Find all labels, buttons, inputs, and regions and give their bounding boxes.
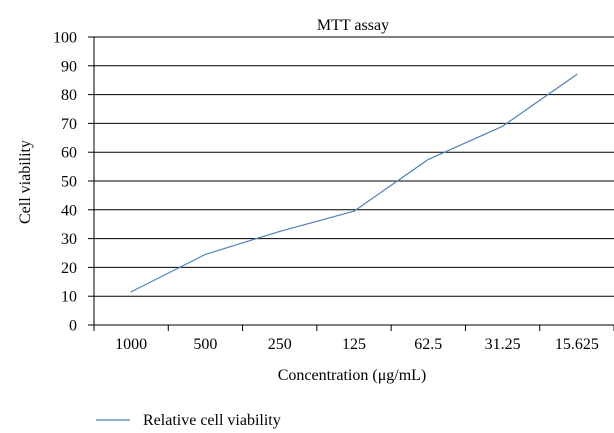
legend-label: Relative cell viability (143, 412, 281, 429)
y-tick-label: 50 (61, 174, 77, 191)
data-point (204, 253, 207, 256)
y-tick-label: 90 (61, 58, 77, 75)
data-point (427, 158, 429, 160)
axes (93, 37, 614, 326)
data-point (353, 210, 355, 212)
y-tick-label: 70 (61, 116, 77, 133)
x-tick-label: 500 (193, 336, 217, 353)
x-tick-label: 250 (268, 336, 292, 353)
series-layer (130, 73, 578, 293)
x-tick-label: 1000 (115, 336, 147, 353)
y-tick-label: 80 (61, 87, 77, 104)
x-tick-label: 15.625 (555, 336, 599, 353)
data-point (576, 73, 578, 76)
x-tick-label: 31.25 (485, 336, 521, 353)
y-tick-label: 40 (61, 202, 77, 219)
y-axis-title: Cell viability (17, 140, 34, 224)
gridlines (94, 36, 614, 297)
y-tick-label: 10 (61, 289, 77, 306)
data-point (501, 125, 504, 127)
x-tick-label: 62.5 (414, 336, 442, 353)
x-axis-title: Concentration (μg/mL) (278, 367, 427, 384)
x-tick-label: 125 (342, 336, 366, 353)
chart-title: MTT assay (317, 17, 389, 34)
data-point (279, 230, 281, 232)
x-axis-ticks: 1000 500 250 125 62.5 31.25 15.625 (93, 325, 614, 353)
y-tick-label: 0 (69, 318, 77, 335)
y-tick-label: 20 (61, 260, 77, 277)
y-tick-label: 30 (61, 231, 77, 248)
y-axis-ticks: 0 10 20 30 40 50 60 70 80 90 100 (53, 30, 94, 335)
series-line-relative-cell-viability (130, 73, 578, 293)
data-point (130, 291, 132, 293)
y-tick-label: 100 (53, 30, 77, 47)
y-tick-label: 60 (61, 145, 77, 162)
legend: Relative cell viability (96, 412, 281, 429)
